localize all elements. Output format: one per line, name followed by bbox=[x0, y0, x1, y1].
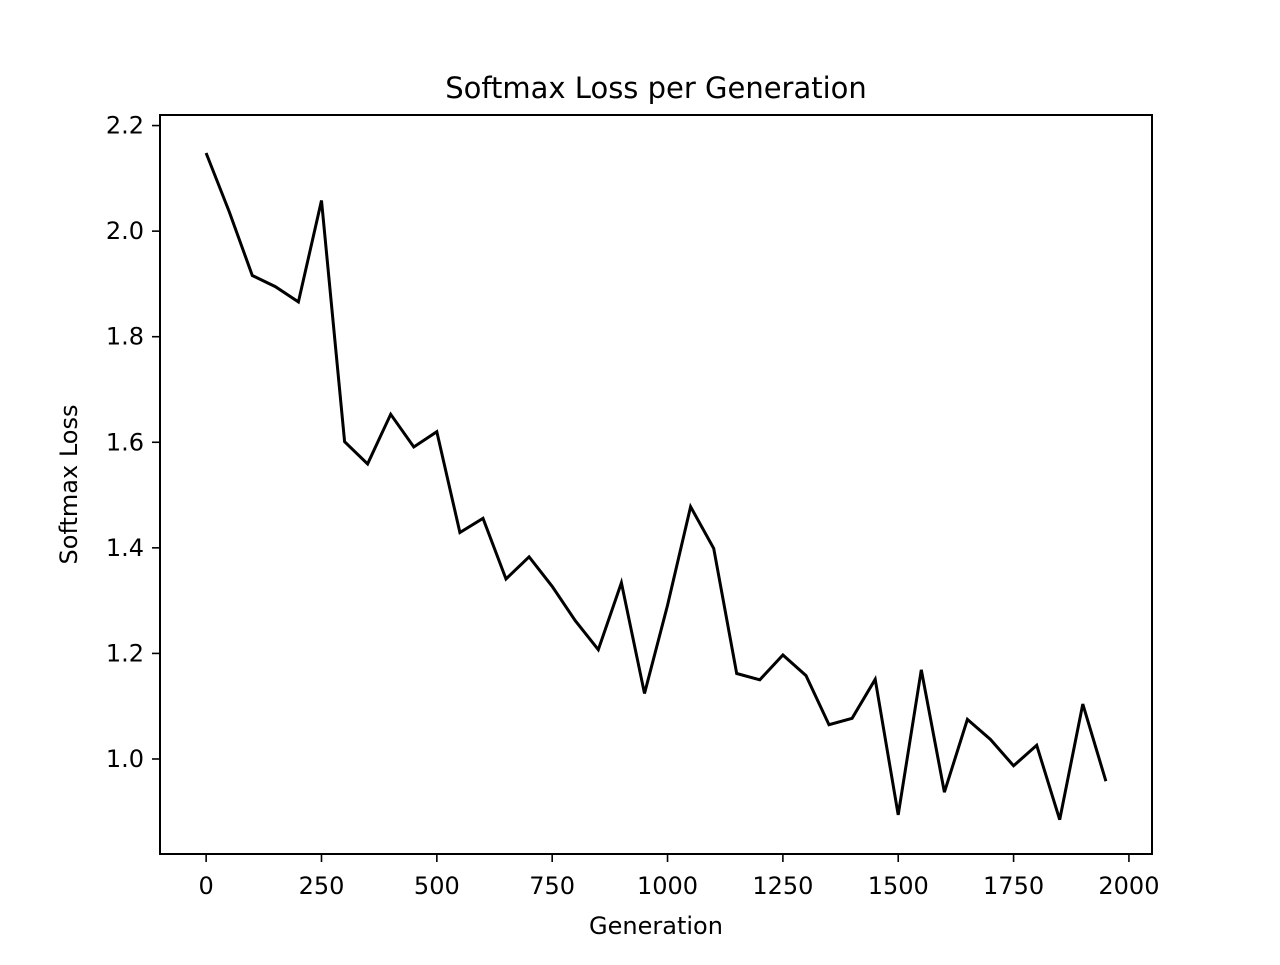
x-tick-label: 1000 bbox=[637, 872, 698, 900]
plot-frame bbox=[159, 114, 1153, 855]
y-tick-label: 2.0 bbox=[106, 217, 144, 245]
x-tick-label: 1500 bbox=[868, 872, 929, 900]
y-tick-label: 1.0 bbox=[106, 745, 144, 773]
y-tick-label: 1.2 bbox=[106, 639, 144, 667]
y-tick-label: 2.2 bbox=[106, 112, 144, 140]
loss-series-line bbox=[204, 152, 1108, 821]
x-tick-label: 1250 bbox=[752, 872, 813, 900]
y-tick-label: 1.8 bbox=[106, 323, 144, 351]
x-tick-label: 2000 bbox=[1098, 872, 1159, 900]
x-tick-label: 750 bbox=[529, 872, 575, 900]
x-axis-label: Generation bbox=[589, 912, 723, 940]
x-axis: 0 250 500 750 1000 1250 1500 1750 2000 bbox=[198, 854, 1159, 900]
chart-title: Softmax Loss per Generation bbox=[445, 71, 867, 105]
x-tick-label: 250 bbox=[299, 872, 345, 900]
plot-area bbox=[204, 152, 1108, 821]
y-axis-label: Softmax Loss bbox=[55, 405, 83, 565]
y-tick-label: 1.4 bbox=[106, 534, 144, 562]
y-tick-label: 1.6 bbox=[106, 428, 144, 456]
x-tick-label: 1750 bbox=[983, 872, 1044, 900]
y-axis: 1.0 1.2 1.4 1.6 1.8 2.0 2.2 bbox=[106, 112, 160, 773]
x-tick-label: 500 bbox=[414, 872, 460, 900]
x-tick-label: 0 bbox=[198, 872, 213, 900]
